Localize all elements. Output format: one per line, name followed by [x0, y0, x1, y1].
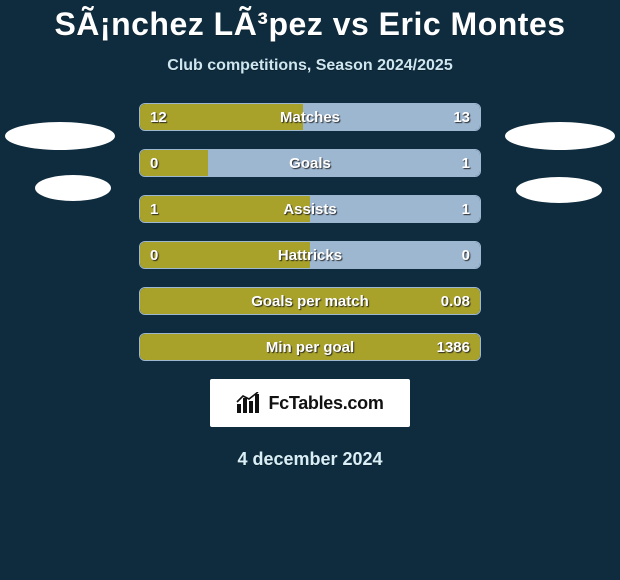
comparison-card: SÃ¡nchez LÃ³pez vs Eric Montes Club comp… [0, 0, 620, 580]
stat-label: Min per goal [140, 334, 480, 360]
stat-label: Goals per match [140, 288, 480, 314]
stat-row: 11Assists [139, 195, 481, 223]
logo-text: FcTables.com [268, 393, 383, 414]
avatar-placeholder [5, 122, 115, 150]
bar-chart-icon [236, 392, 262, 414]
date-text: 4 december 2024 [0, 449, 620, 470]
page-title: SÃ¡nchez LÃ³pez vs Eric Montes [0, 0, 620, 43]
stat-row: 1386Min per goal [139, 333, 481, 361]
stat-label: Matches [140, 104, 480, 130]
avatar-placeholder [505, 122, 615, 150]
subtitle: Club competitions, Season 2024/2025 [0, 57, 620, 75]
stat-row: 0.08Goals per match [139, 287, 481, 315]
logo-box: FcTables.com [210, 379, 410, 427]
stat-row: 1213Matches [139, 103, 481, 131]
avatar-placeholder [35, 175, 111, 201]
stat-row: 01Goals [139, 149, 481, 177]
stat-row: 00Hattricks [139, 241, 481, 269]
stat-label: Goals [140, 150, 480, 176]
stats-container: 1213Matches 01Goals 11Assists 00Hattricks 0.… [139, 103, 481, 361]
avatar-placeholder [516, 177, 602, 203]
stat-label: Hattricks [140, 242, 480, 268]
stat-label: Assists [140, 196, 480, 222]
